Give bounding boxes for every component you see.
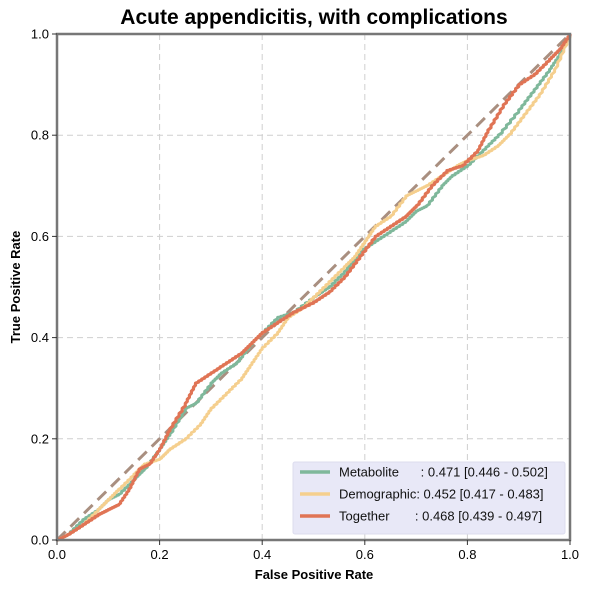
chart-title: Acute appendicitis, with complications xyxy=(120,6,507,29)
legend: Metabolite : 0.471 [0.446 - 0.502] Demogr… xyxy=(292,461,566,535)
x-tick-label: 0.6 xyxy=(356,547,374,562)
together-roc-line xyxy=(56,33,572,542)
chance-diagonal-line xyxy=(55,32,572,542)
reference-line xyxy=(55,32,572,542)
y-tick-label: 0.4 xyxy=(31,330,49,345)
series-lines xyxy=(56,33,572,542)
together-legend-label: Together : 0.468 [0.439 - 0.497] xyxy=(339,509,542,524)
y-ticks: 0.0 0.2 0.4 0.6 0.8 1.0 xyxy=(31,27,57,548)
y-tick-label: 0.6 xyxy=(31,229,49,244)
x-tick-label: 0.2 xyxy=(151,547,169,562)
plot-frame xyxy=(55,32,572,542)
y-tick-label: 0.8 xyxy=(31,128,49,143)
x-tick-label: 0.8 xyxy=(458,547,476,562)
grid-lines xyxy=(57,34,570,540)
y-tick-label: 0.0 xyxy=(31,533,49,548)
legend-box xyxy=(292,461,566,535)
x-tick-label: 1.0 xyxy=(561,547,579,562)
x-tick-label: 0.4 xyxy=(253,547,271,562)
y-axis-label: True Positive Rate xyxy=(8,231,23,344)
y-tick-label: 0.2 xyxy=(31,431,49,446)
metabolite-legend-label: Metabolite : 0.471 [0.446 - 0.502] xyxy=(339,465,548,480)
y-tick-label: 1.0 xyxy=(31,27,49,42)
x-axis-label: False Positive Rate xyxy=(255,567,374,582)
demographic-legend-label: Demographic: 0.452 [0.417 - 0.483] xyxy=(339,487,544,502)
x-tick-label: 0.0 xyxy=(48,547,66,562)
x-ticks: 0.0 0.2 0.4 0.6 0.8 1.0 xyxy=(48,540,579,562)
